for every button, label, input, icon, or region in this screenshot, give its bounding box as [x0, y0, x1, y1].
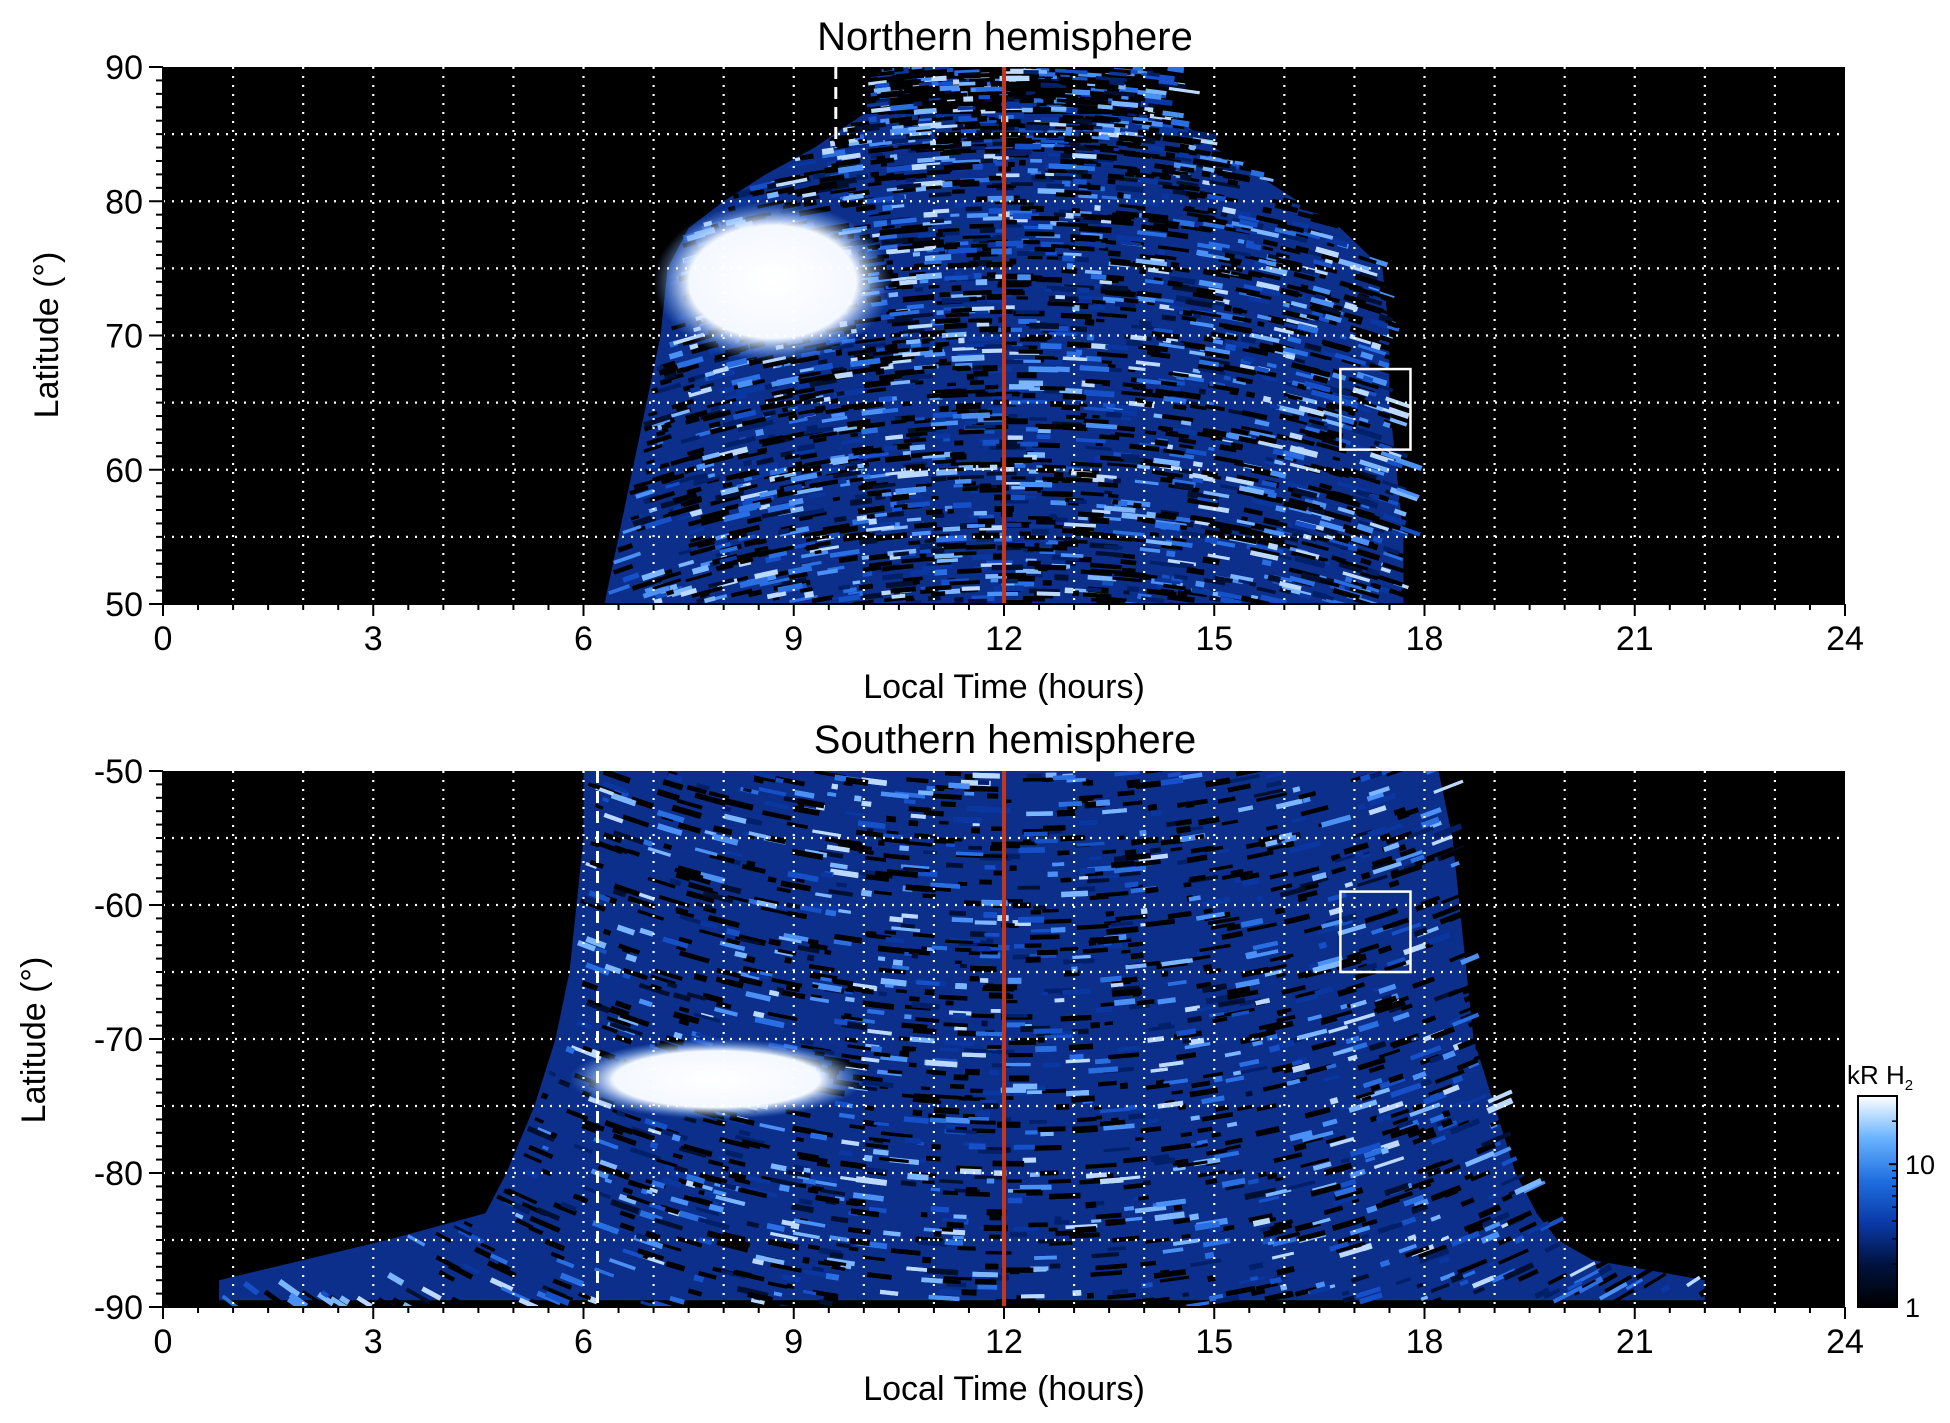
x-tick-label: 18: [1406, 1323, 1444, 1361]
x-tick-label: 12: [985, 620, 1023, 658]
x-tick-label: 15: [1195, 1323, 1233, 1361]
region-box: [1339, 367, 1412, 451]
x-tick-label: 18: [1406, 620, 1444, 658]
y-tick-label: -70: [94, 1021, 143, 1059]
south-panel-title: Southern hemisphere: [814, 718, 1196, 762]
southern-hemisphere-panel: Southern hemisphere 0 3 6 9 12 15 18 21 24 -50 -60…: [15, 718, 1864, 1408]
x-tick-label: 9: [784, 1323, 803, 1361]
x-tick-label: 3: [364, 1323, 383, 1361]
x-tick-label: 6: [574, 620, 593, 658]
x-tick-label: 12: [985, 1323, 1023, 1361]
colorbar-ticks: 1 10: [1889, 1095, 1935, 1323]
x-tick-label: 0: [154, 620, 173, 658]
y-tick-label: -50: [94, 753, 143, 791]
north-overlays: [834, 67, 1412, 604]
x-tick-label: 3: [364, 620, 383, 658]
colorbar-tick-label: 1: [1905, 1293, 1920, 1323]
x-tick-label: 24: [1826, 620, 1864, 658]
y-tick-label: -90: [94, 1289, 143, 1327]
x-tick-label: 6: [574, 1323, 593, 1361]
x-tick-label: 21: [1616, 620, 1654, 658]
north-x-axis-label: Local Time (hours): [863, 668, 1145, 706]
south-emission-map: [219, 771, 1720, 1307]
colorbar-gradient: [1857, 1095, 1898, 1308]
y-tick-label: 60: [105, 452, 143, 490]
y-tick-label: -80: [94, 1155, 143, 1193]
northern-hemisphere-panel: Northern hemisphere 0 3 6 9 12 15 18 21 24 50 60 70…: [28, 15, 1864, 706]
north-gridlines: [163, 67, 1845, 604]
south-x-axis-label: Local Time (hours): [863, 1370, 1145, 1408]
south-overlays: [596, 771, 1412, 1307]
colorbar-tick-label: 10: [1905, 1150, 1935, 1180]
y-tick-label: -60: [94, 887, 143, 925]
y-tick-label: 80: [105, 183, 143, 221]
x-tick-label: 15: [1195, 620, 1233, 658]
y-tick-label: 50: [105, 586, 143, 624]
x-tick-label: 9: [784, 620, 803, 658]
y-tick-label: 90: [105, 49, 143, 87]
north-y-axis-label: Latitude (°): [28, 252, 66, 419]
x-tick-label: 21: [1616, 1323, 1654, 1361]
north-panel-title: Northern hemisphere: [817, 15, 1193, 59]
region-box: [1339, 890, 1412, 974]
colorbar-title: kR H2: [1847, 1060, 1913, 1094]
north-axes: 0 3 6 9 12 15 18 21 24 50 60 70 80 90: [105, 49, 1864, 658]
south-axes: 0 3 6 9 12 15 18 21 24 -50 -60 -70 -80 -90: [94, 753, 1864, 1361]
y-tick-label: 70: [105, 318, 143, 356]
south-gridlines: [163, 771, 1845, 1307]
south-y-axis-label: Latitude (°): [15, 957, 53, 1124]
x-tick-label: 24: [1826, 1323, 1864, 1361]
x-tick-label: 0: [154, 1323, 173, 1361]
colorbar: kR H2 1 10: [1847, 1060, 1935, 1323]
